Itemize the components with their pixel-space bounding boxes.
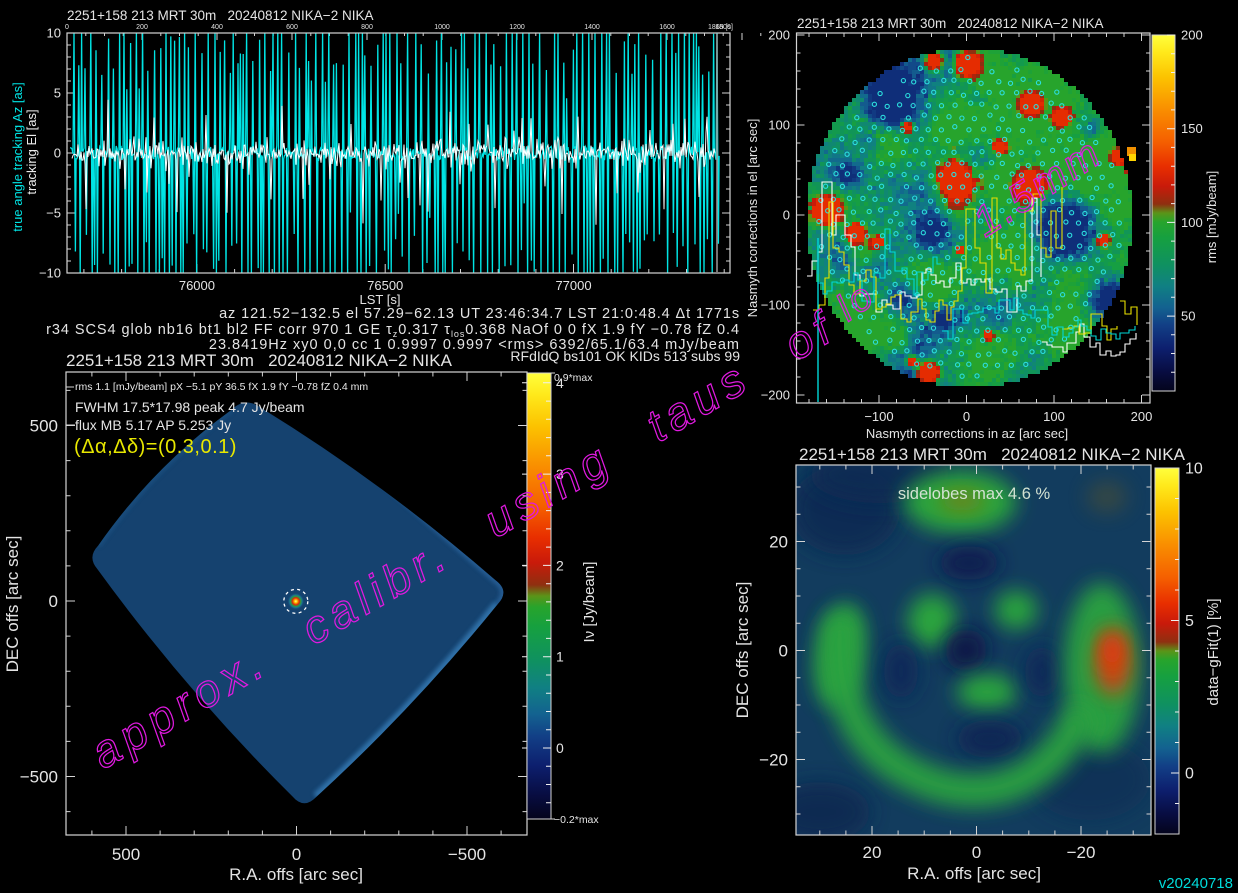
svg-text:Nasmyth corrections in el [arc: Nasmyth corrections in el [arc sec]	[745, 119, 760, 318]
svg-text:400: 400	[211, 24, 223, 31]
svg-text:200: 200	[136, 24, 148, 31]
svg-text:1800: 1800	[715, 24, 731, 31]
svg-text:−100: −100	[864, 409, 893, 424]
svg-text:600: 600	[286, 24, 298, 31]
svg-text:0: 0	[65, 24, 69, 31]
svg-text:2251+158 213 MRT 30m 2024081: 2251+158 213 MRT 30m 20240812 NIKA−2 NIK…	[67, 8, 373, 23]
svg-text:LST [s]: LST [s]	[360, 292, 401, 307]
svg-text:r34 SCS4 glob nb16 bt1 bl2 FF: r34 SCS4 glob nb16 bt1 bl2 FF corr 970 1…	[46, 322, 740, 339]
svg-text:1200: 1200	[509, 24, 525, 31]
svg-text:−20: −20	[759, 751, 788, 770]
svg-text:0: 0	[1185, 766, 1194, 783]
svg-text:1: 1	[556, 649, 564, 665]
svg-text:1600: 1600	[659, 24, 675, 31]
svg-text:−0.2*max: −0.2*max	[554, 814, 599, 826]
svg-text:−100: −100	[761, 298, 790, 313]
svg-text:data−gFit(1) [%]: data−gFit(1) [%]	[1205, 598, 1222, 705]
svg-text:500: 500	[30, 417, 58, 436]
svg-text:FWHM 17.5*17.98 peak 4.7 Jy/be: FWHM 17.5*17.98 peak 4.7 Jy/beam	[75, 399, 305, 415]
svg-text:100: 100	[768, 118, 790, 133]
svg-text:rms [mJy/beam]: rms [mJy/beam]	[1204, 171, 1219, 263]
svg-text:0: 0	[963, 409, 970, 424]
svg-text:2251+158 213 MRT 30m 2024081: 2251+158 213 MRT 30m 20240812 NIKA−2 NIK…	[66, 351, 453, 370]
svg-text:true angle tracking Az [as]: true angle tracking Az [as]	[10, 82, 25, 232]
svg-text:−500: −500	[20, 768, 58, 787]
svg-text:76000: 76000	[179, 278, 215, 293]
svg-text:(Δα,Δδ)=(0.3,0.1): (Δα,Δδ)=(0.3,0.1)	[74, 436, 237, 458]
svg-text:76500: 76500	[367, 278, 403, 293]
svg-text:R.A. offs [arc sec]: R.A. offs [arc sec]	[229, 865, 363, 884]
svg-text:10: 10	[1185, 461, 1203, 478]
svg-text:800: 800	[361, 24, 373, 31]
svg-text:sidelobes max 4.6 %: sidelobes max 4.6 %	[898, 485, 1051, 503]
svg-text:1865 [s]: 1865 [s]	[708, 24, 733, 31]
svg-text:−10: −10	[39, 266, 61, 281]
svg-text:−200: −200	[761, 388, 790, 403]
svg-text:2251+158 213 MRT 30m 2024081: 2251+158 213 MRT 30m 20240812 NIKA−2 NIK…	[797, 16, 1103, 31]
svg-text:az 121.52−132.5 el 57.29−62.13: az 121.52−132.5 el 57.29−62.13 UT 23:46:…	[219, 306, 740, 322]
svg-text:50: 50	[1181, 309, 1195, 324]
svg-text:R.A. offs [arc sec]: R.A. offs [arc sec]	[907, 864, 1041, 883]
svg-text:200: 200	[1131, 409, 1153, 424]
svg-text:500: 500	[112, 845, 140, 864]
svg-text:v20240718: v20240718	[1159, 875, 1233, 892]
svg-text:DEC offs [arc sec]: DEC offs [arc sec]	[733, 582, 752, 719]
svg-text:5: 5	[1185, 613, 1194, 630]
svg-text:77000: 77000	[555, 278, 591, 293]
svg-text:0: 0	[292, 845, 301, 864]
svg-text:23.8419Hz xy0 0,0 cc 1 0.9997: 23.8419Hz xy0 0,0 cc 1 0.9997 0.9997 <rm…	[209, 337, 740, 353]
svg-text:2: 2	[556, 557, 564, 573]
svg-text:0: 0	[556, 740, 564, 756]
svg-text:0: 0	[972, 843, 981, 862]
svg-text:0: 0	[54, 146, 61, 161]
svg-text:10: 10	[47, 26, 61, 41]
svg-text:100: 100	[1181, 215, 1203, 230]
svg-text:1400: 1400	[584, 24, 600, 31]
svg-text:Nasmyth corrections in az [arc: Nasmyth corrections in az [arc sec]	[866, 426, 1068, 441]
svg-text:Iν [Jy/beam]: Iν [Jy/beam]	[581, 562, 598, 643]
svg-text:RFdIdQ bs101 OK KIDs 513 subs: RFdIdQ bs101 OK KIDs 513 subs 99	[510, 348, 740, 364]
svg-text:DEC offs [arc sec]: DEC offs [arc sec]	[3, 536, 22, 673]
svg-text:0: 0	[783, 208, 790, 223]
svg-text:−20: −20	[1067, 843, 1096, 862]
svg-text:0: 0	[779, 642, 788, 661]
svg-text:20: 20	[863, 843, 882, 862]
svg-text:20: 20	[769, 533, 788, 552]
svg-text:−500: −500	[448, 845, 486, 864]
svg-text:200: 200	[768, 28, 790, 43]
svg-text:0: 0	[49, 592, 58, 611]
svg-text:3: 3	[556, 466, 564, 482]
svg-text:100: 100	[1043, 409, 1065, 424]
svg-text:200: 200	[1181, 28, 1203, 43]
svg-text:tracking El [as]: tracking El [as]	[24, 109, 39, 194]
svg-text:rms 1.1 [mJy/beam] pX −5.1 pY: rms 1.1 [mJy/beam] pX −5.1 pY 36.5 fX 1.…	[75, 381, 368, 393]
svg-text:flux MB 5.17 AP 5.253 Jy: flux MB 5.17 AP 5.253 Jy	[75, 417, 231, 433]
svg-text:2251+158 213 MRT 30m 2024081: 2251+158 213 MRT 30m 20240812 NIKA−2 NIK…	[799, 445, 1186, 464]
svg-text:150: 150	[1181, 121, 1203, 136]
svg-text:4: 4	[556, 375, 564, 391]
svg-text:0.9*max: 0.9*max	[554, 372, 593, 384]
svg-text:1000: 1000	[434, 24, 450, 31]
svg-text:5: 5	[54, 86, 61, 101]
svg-text:−5: −5	[46, 206, 61, 221]
